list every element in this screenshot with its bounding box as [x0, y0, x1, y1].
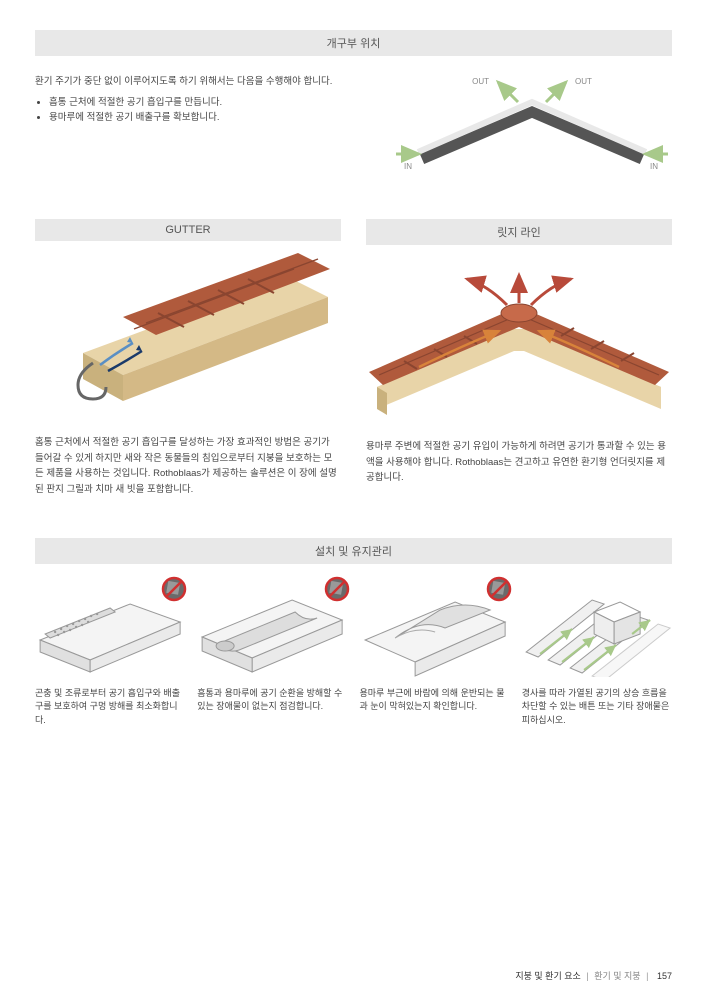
- maintenance-diagram-2: [197, 582, 347, 677]
- maintenance-diagram-4: [522, 582, 672, 677]
- roof-airflow-diagram: OUT OUT IN IN: [392, 74, 672, 184]
- maintenance-text: 용마루 부근에 바람에 의해 운반되는 물과 눈이 막혀있는지 확인합니다.: [360, 687, 510, 714]
- bullet-item: 용마루에 적절한 공기 배출구를 확보합니다.: [49, 110, 372, 125]
- gutter-diagram: [35, 253, 341, 418]
- maintenance-text: 곤충 및 조류로부터 공기 흡입구와 배출구를 보호하여 구멍 방해를 최소화합…: [35, 687, 185, 728]
- page-footer: 지붕 및 환기 요소 | 환기 및 지붕 | 157: [515, 969, 672, 982]
- intro-bullets: 흠통 근처에 적절한 공기 흡입구를 만듭니다. 용마루에 적절한 공기 배출구…: [35, 95, 372, 125]
- maintenance-diagram-1: [35, 582, 185, 677]
- footer-part1: 지붕 및 환기 요소: [515, 971, 580, 981]
- page-number: 157: [657, 971, 672, 981]
- ridge-column: 릿지 라인: [366, 219, 672, 498]
- ridge-title: 릿지 라인: [366, 219, 672, 245]
- gutter-ridge-section: GUTTER: [35, 219, 672, 498]
- gutter-column: GUTTER: [35, 219, 341, 498]
- maintenance-diagram-3: [360, 582, 510, 677]
- maintenance-text: 경사를 따라 가열된 공기의 상승 흐름을 차단할 수 있는 배튼 또는 기타 …: [522, 687, 672, 728]
- ridge-diagram: [366, 257, 672, 422]
- ridge-text: 용마루 주변에 적절한 공기 유입이 가능하게 하려면 공기가 통과할 수 있는…: [366, 439, 672, 486]
- maintenance-grid: 곤충 및 조류로부터 공기 흡입구와 배출구를 보호하여 구멍 방해를 최소화합…: [35, 582, 672, 728]
- out-label: OUT: [575, 77, 592, 86]
- footer-separator: |: [646, 971, 648, 981]
- section-title: 설치 및 유지관리: [35, 538, 672, 564]
- section-title: 개구부 위치: [35, 30, 672, 56]
- in-label: IN: [650, 162, 658, 171]
- intro-paragraph: 환기 주기가 중단 없이 이루어지도록 하기 위해서는 다음을 수행해야 합니다…: [35, 74, 372, 89]
- bullet-item: 흠통 근처에 적절한 공기 흡입구를 만듭니다.: [49, 95, 372, 110]
- out-label: OUT: [472, 77, 489, 86]
- footer-part2: 환기 및 지붕: [594, 971, 640, 981]
- install-maintenance-section: 설치 및 유지관리: [35, 538, 672, 728]
- top-content: 환기 주기가 중단 없이 이루어지도록 하기 위해서는 다음을 수행해야 합니다…: [35, 74, 672, 184]
- in-label: IN: [404, 162, 412, 171]
- prohibit-icon: [486, 576, 512, 602]
- gutter-text: 홈통 근처에서 적절한 공기 흡입구를 달성하는 가장 효과적인 방법은 공기가…: [35, 435, 341, 498]
- maintenance-item: 용마루 부근에 바람에 의해 운반되는 물과 눈이 막혀있는지 확인합니다.: [360, 582, 510, 728]
- maintenance-text: 흠통과 용마루에 공기 순환을 방해할 수 있는 장애물이 없는지 점검합니다.: [197, 687, 347, 714]
- prohibit-icon: [324, 576, 350, 602]
- maintenance-item: 흠통과 용마루에 공기 순환을 방해할 수 있는 장애물이 없는지 점검합니다.: [197, 582, 347, 728]
- opening-position-section: 개구부 위치 환기 주기가 중단 없이 이루어지도록 하기 위해서는 다음을 수…: [35, 30, 672, 184]
- maintenance-item: 경사를 따라 가열된 공기의 상승 흐름을 차단할 수 있는 배튼 또는 기타 …: [522, 582, 672, 728]
- intro-text-block: 환기 주기가 중단 없이 이루어지도록 하기 위해서는 다음을 수행해야 합니다…: [35, 74, 372, 184]
- gutter-title: GUTTER: [35, 219, 341, 241]
- prohibit-icon: [161, 576, 187, 602]
- footer-separator: |: [586, 971, 588, 981]
- maintenance-item: 곤충 및 조류로부터 공기 흡입구와 배출구를 보호하여 구멍 방해를 최소화합…: [35, 582, 185, 728]
